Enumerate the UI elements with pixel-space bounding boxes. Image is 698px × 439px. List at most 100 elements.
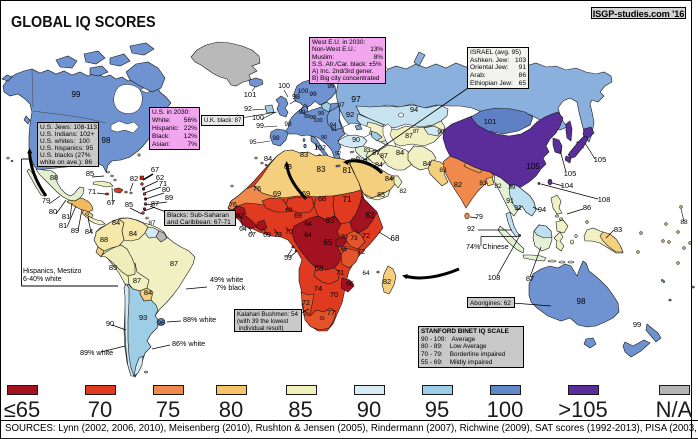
svg-text:82: 82 [399,188,407,195]
svg-text:70: 70 [341,235,348,241]
svg-text:84: 84 [396,148,404,157]
svg-text:71: 71 [88,187,96,196]
svg-text:62: 62 [156,173,164,182]
svg-text:81: 81 [62,212,70,221]
svg-text:76: 76 [229,202,237,209]
svg-text:65: 65 [341,247,348,253]
svg-text:90: 90 [321,135,327,141]
svg-text:94: 94 [538,205,546,214]
svg-text:72: 72 [362,231,370,240]
svg-text:90: 90 [437,129,445,136]
svg-text:92: 92 [467,226,475,233]
svg-text:67: 67 [151,165,159,174]
svg-text:82: 82 [494,183,502,190]
svg-text:92: 92 [335,151,341,157]
svg-text:99: 99 [327,83,335,90]
svg-text:89: 89 [509,185,516,191]
svg-text:98: 98 [284,121,292,128]
svg-text:68: 68 [285,207,293,214]
svg-text:81: 81 [59,221,67,230]
svg-text:84: 84 [144,288,152,297]
svg-text:99: 99 [633,320,641,329]
svg-text:87: 87 [151,199,159,208]
svg-text:64: 64 [239,226,247,233]
svg-text:64: 64 [304,221,312,228]
svg-text:83: 83 [317,165,326,174]
svg-text:100: 100 [313,118,322,124]
svg-text:82: 82 [383,277,391,286]
svg-text:90: 90 [106,319,114,328]
svg-text:76: 76 [253,184,261,193]
svg-text:84: 84 [360,158,368,165]
svg-text:99: 99 [309,91,317,98]
svg-text:84: 84 [264,154,272,163]
svg-text:86% white: 86% white [172,339,205,348]
svg-text:91: 91 [331,127,337,133]
svg-text:84: 84 [112,218,120,227]
svg-text:83: 83 [364,148,371,154]
svg-text:49% white: 49% white [210,275,243,284]
svg-text:84: 84 [129,229,137,238]
svg-text:68: 68 [315,264,324,273]
svg-text:85: 85 [109,263,117,272]
svg-text:73: 73 [350,235,358,242]
svg-text:63: 63 [326,216,335,225]
svg-text:87: 87 [380,153,388,160]
svg-text:100: 100 [278,83,290,90]
svg-text:98: 98 [577,297,586,306]
svg-text:59: 59 [284,255,292,262]
svg-text:108: 108 [598,195,611,204]
svg-text:84: 84 [385,174,393,183]
svg-text:85: 85 [377,192,385,199]
svg-text:97: 97 [337,102,345,109]
svg-text:91: 91 [506,198,514,205]
svg-text:104: 104 [561,181,574,190]
svg-text:80: 80 [162,185,170,194]
svg-text:65: 65 [324,238,333,247]
svg-text:105: 105 [526,162,540,171]
svg-text:69: 69 [302,189,310,198]
svg-text:69: 69 [294,213,302,220]
svg-text:89: 89 [71,226,79,235]
svg-text:68: 68 [318,194,326,203]
svg-text:83: 83 [479,180,487,187]
svg-text:83: 83 [300,150,308,159]
svg-text:74% Chinese: 74% Chinese [466,242,509,251]
svg-text:88: 88 [100,235,108,244]
svg-text:93: 93 [139,313,147,322]
svg-text:105: 105 [564,169,577,178]
svg-text:99: 99 [318,111,324,117]
svg-text:89: 89 [165,193,173,202]
svg-text:68: 68 [391,234,400,243]
svg-text:87: 87 [148,220,156,227]
svg-text:92: 92 [346,110,354,119]
svg-text:7% black: 7% black [216,283,246,292]
svg-text:79: 79 [475,214,483,221]
svg-text:88: 88 [50,173,58,182]
svg-text:99: 99 [299,109,306,116]
svg-text:99: 99 [256,123,264,130]
svg-text:90: 90 [352,137,360,144]
svg-text:67: 67 [107,198,115,207]
svg-text:98: 98 [272,135,280,142]
svg-text:64: 64 [362,270,370,277]
svg-text:94: 94 [330,123,337,129]
svg-text:81: 81 [343,166,352,175]
svg-text:62: 62 [366,211,375,220]
svg-text:83: 83 [439,167,447,174]
svg-text:71: 71 [159,179,167,188]
svg-text:99: 99 [72,90,81,99]
svg-text:101: 101 [484,117,497,126]
svg-text:101: 101 [244,90,257,99]
svg-text:102: 102 [314,145,326,152]
svg-text:100: 100 [252,115,264,122]
svg-text:98: 98 [292,94,300,101]
svg-text:66: 66 [346,281,354,288]
svg-text:87: 87 [413,129,419,135]
svg-text:100: 100 [298,88,309,95]
svg-text:74: 74 [314,284,322,293]
svg-text:70: 70 [330,290,338,299]
svg-text:96: 96 [157,320,165,327]
svg-text:92: 92 [244,106,252,113]
svg-text:67: 67 [248,232,256,239]
